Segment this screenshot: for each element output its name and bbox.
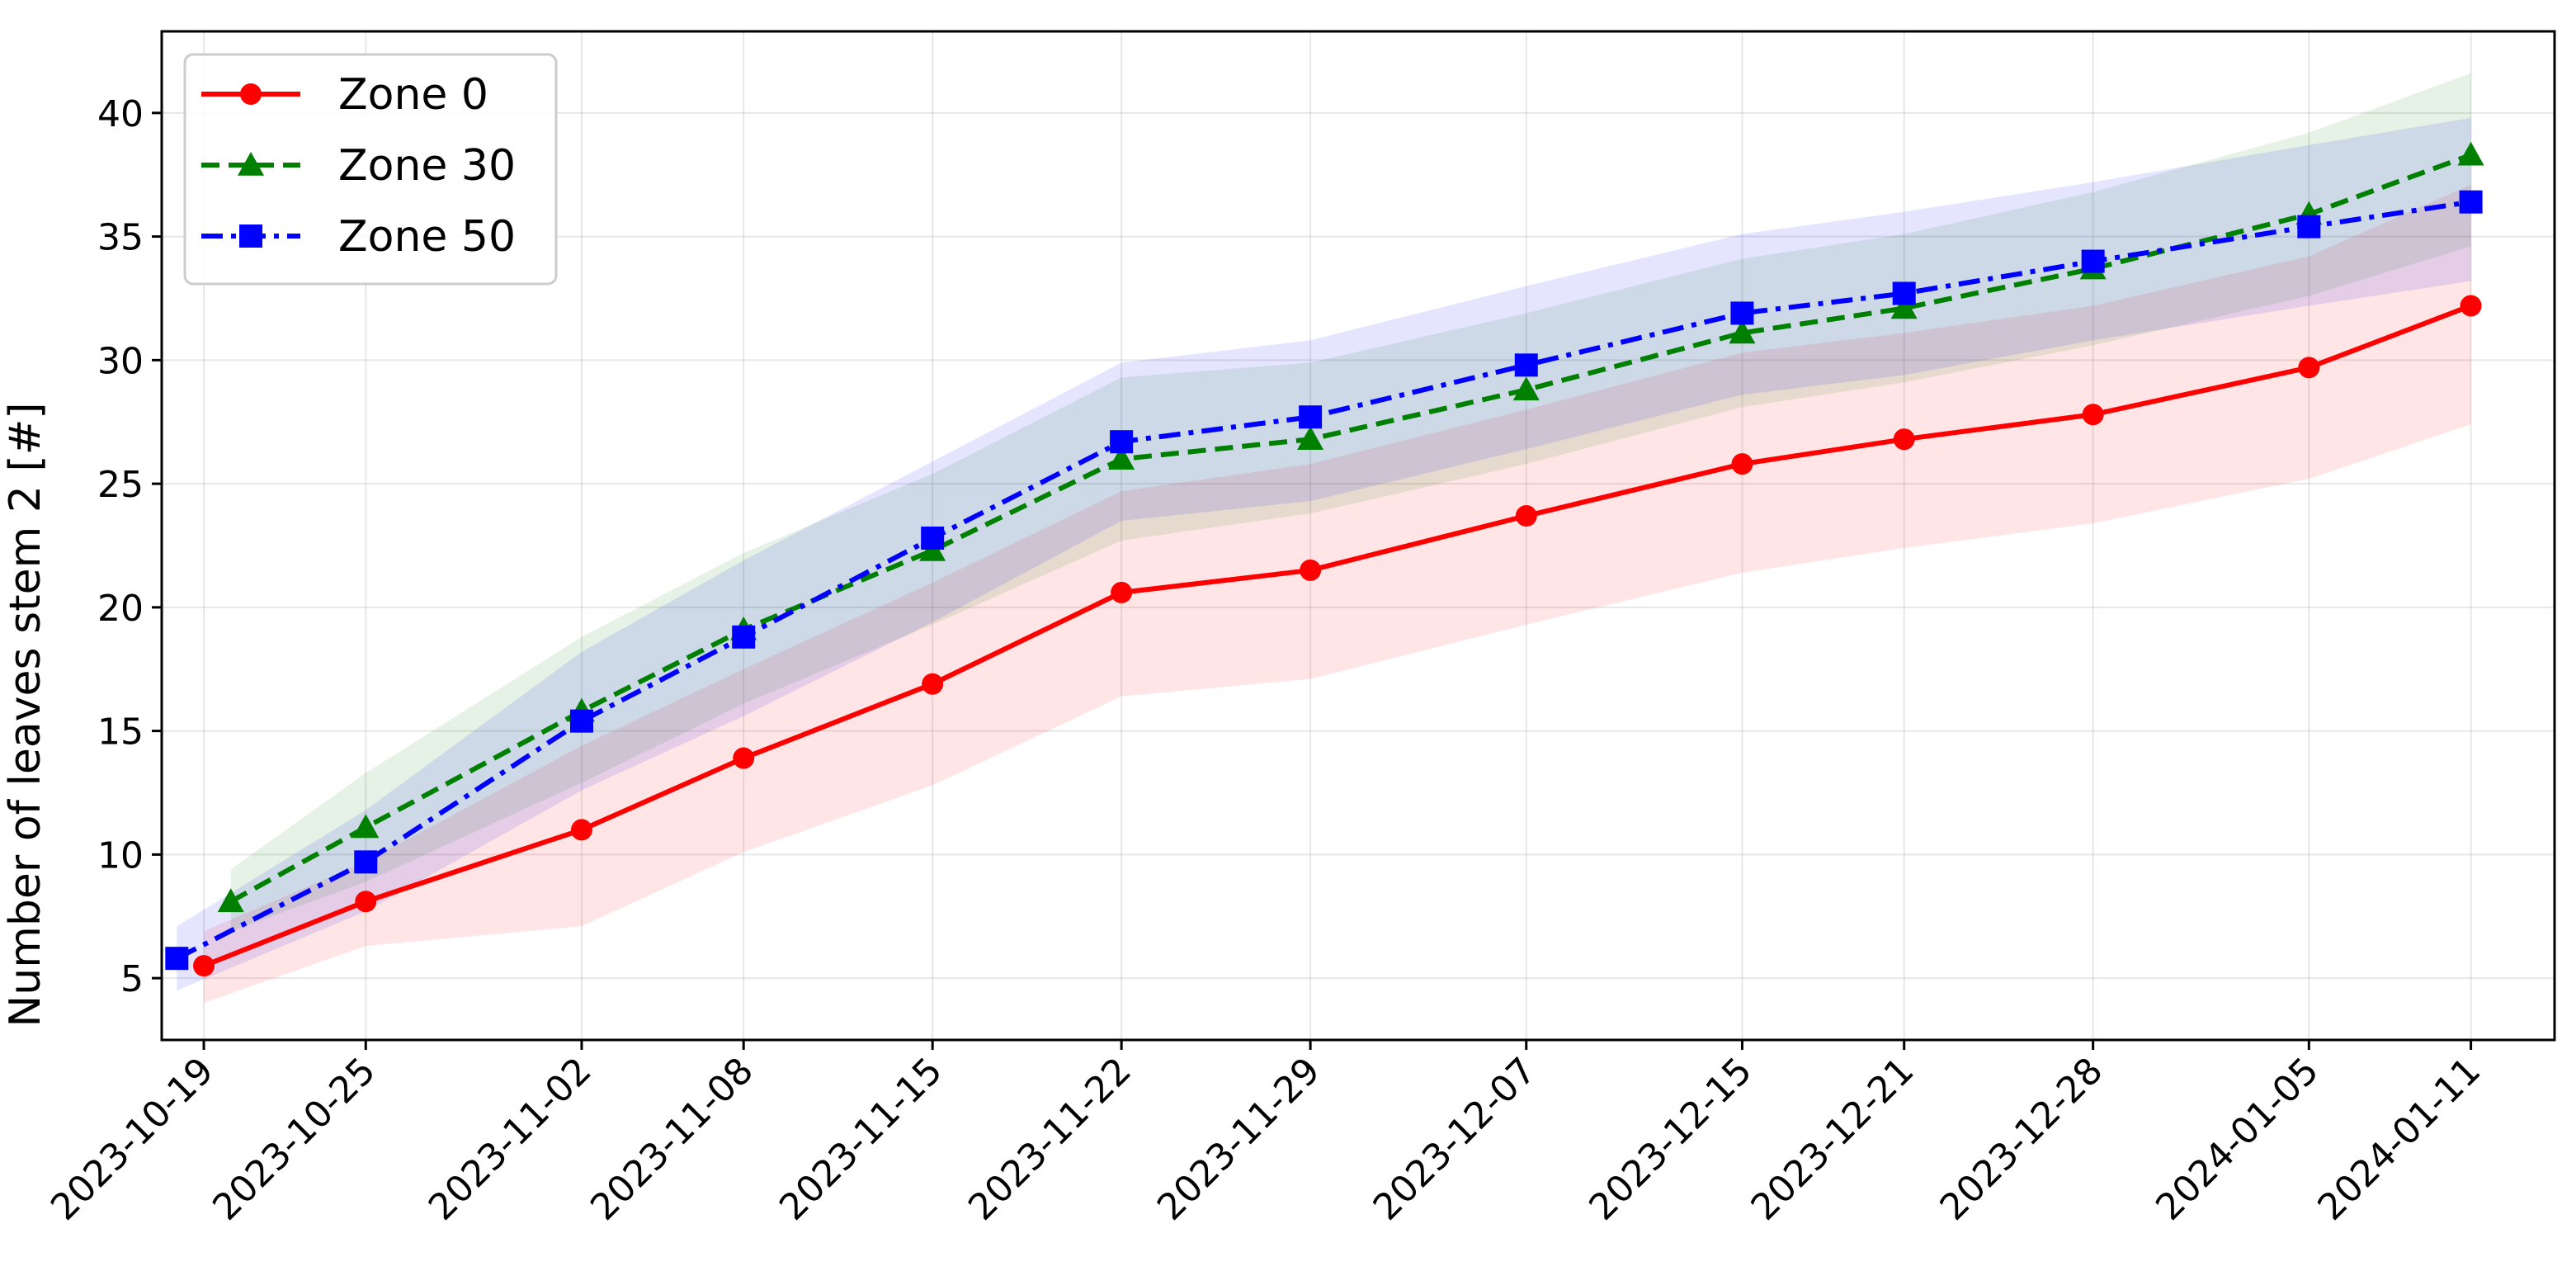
zone-0-point — [2082, 404, 2104, 426]
zone-50-point — [2081, 249, 2105, 273]
y-tick-label: 20 — [97, 588, 144, 630]
zone-50-point — [1514, 353, 1538, 377]
zone-0-point — [1111, 581, 1133, 603]
legend-label-zone-50: Zone 50 — [338, 212, 516, 262]
zone-0-point — [355, 891, 377, 913]
zone-0-point — [570, 819, 592, 841]
zone-50-point — [732, 625, 756, 649]
zone-0-point — [193, 955, 215, 977]
zone-0-point — [2460, 295, 2482, 317]
zone-50-point — [1299, 405, 1323, 429]
y-tick-label: 25 — [97, 464, 144, 506]
zone-0-point — [922, 673, 944, 695]
legend-marker-zone-50 — [239, 224, 262, 248]
y-tick-label: 35 — [97, 217, 144, 259]
zone-30-point — [1729, 319, 1756, 344]
legend-label-zone-30: Zone 30 — [338, 141, 516, 191]
zone-50-point — [2459, 190, 2483, 214]
zone-50-point — [2297, 215, 2321, 239]
series-markers — [165, 141, 2484, 977]
y-axis-label: Number of leaves stem 2 [#] — [1, 402, 50, 1027]
legend-label-zone-0: Zone 0 — [338, 70, 488, 120]
y-tick-label: 15 — [97, 711, 144, 754]
zone-50-point — [1730, 301, 1754, 325]
zone-50-point — [354, 850, 378, 874]
zone-30-point — [1297, 426, 1324, 450]
zone-0-band — [204, 184, 2471, 1004]
zone-0-point — [733, 747, 755, 769]
legend-box — [183, 53, 558, 286]
zone-50-point — [569, 709, 593, 733]
zone-30-point — [1890, 295, 1918, 319]
zone-50-band — [177, 117, 2471, 991]
zone-30-point — [2457, 141, 2484, 166]
zone-0-point — [1731, 453, 1753, 475]
legend-marker-zone-30 — [238, 152, 264, 176]
zone-50-point — [921, 526, 945, 550]
y-tick-label: 30 — [97, 340, 144, 382]
y-tick-label: 10 — [97, 834, 144, 877]
y-tick-label: 5 — [120, 958, 144, 1000]
zone-0-point — [1893, 428, 1915, 451]
plot-frame — [160, 30, 2556, 1042]
zone-50-point — [165, 947, 189, 971]
zone-50-point — [1892, 281, 1916, 305]
zone-50-point — [1110, 430, 1134, 454]
zone-30-point — [352, 814, 380, 839]
legend-marker-zone-0 — [240, 83, 262, 105]
y-tick-label: 40 — [97, 93, 144, 135]
y-axis-ticks: 5 10 15 20 25 30 35 40 — [97, 93, 162, 1000]
legend: Zone 0 Zone 30 Zone 50 — [183, 53, 558, 286]
zone-0-point — [1300, 559, 1322, 581]
zone-30-point — [1108, 446, 1135, 470]
zone-30-point — [217, 888, 244, 913]
zone-30-point — [1512, 376, 1540, 401]
zone-0-point — [1515, 505, 1537, 527]
zone-0-point — [2298, 357, 2320, 379]
